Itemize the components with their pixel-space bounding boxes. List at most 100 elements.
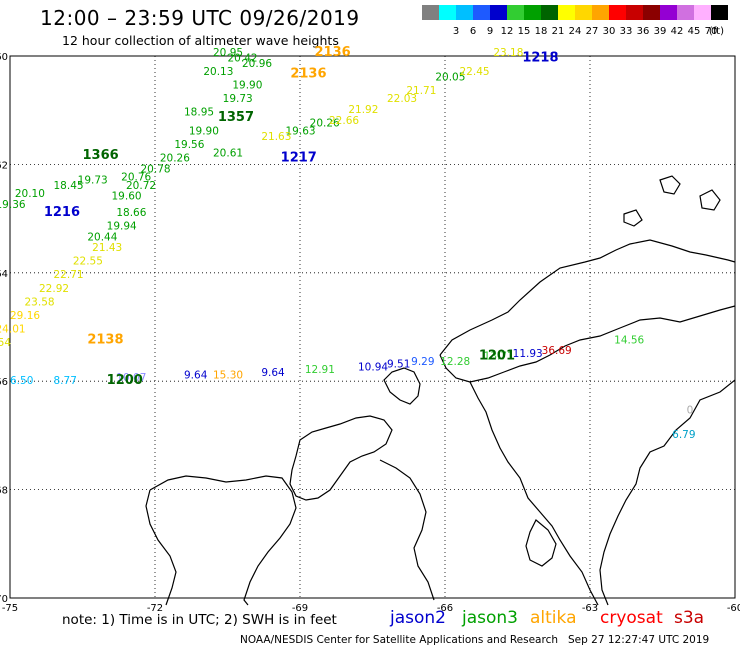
lon-tick-label: -66 (437, 603, 453, 614)
colorbar-swatch (456, 5, 473, 20)
colorbar-swatch (422, 5, 439, 20)
wave-height-value: 22.66 (329, 115, 359, 127)
wave-height-value: 21.43 (92, 242, 122, 254)
credit-timestamp: Sep 27 12:27:47 UTC 2019 (568, 634, 710, 646)
colorbar-legend: 3 6 9 12 15 18 21 24 27 30 33 36 39 42 45 70(ft) (422, 5, 728, 37)
colorbar-tick-label: 42 (671, 26, 684, 37)
wave-height-value: 12.28 (440, 356, 470, 368)
colorbar-tick-label: 15 (518, 26, 531, 37)
wave-height-value: 0 (687, 405, 694, 417)
pass-time-label: 1201 (479, 349, 515, 364)
wave-height-value: 21.54 (0, 337, 11, 349)
wave-height-value: 22.03 (387, 93, 417, 105)
colorbar-tick-label: 39 (654, 26, 667, 37)
wave-height-value: 19.63 (286, 126, 316, 138)
colorbar-tick-label: 45 (688, 26, 701, 37)
pass-time-label: 1200 (107, 373, 143, 388)
wave-height-value: 20.13 (203, 66, 233, 78)
colorbar-tick-label: 70 (705, 26, 718, 37)
wave-height-value: 20.78 (141, 164, 171, 176)
wave-height-value: 20.10 (15, 188, 45, 200)
wave-height-value: 22.92 (39, 283, 69, 295)
colorbar-tick-label: 12 (501, 26, 514, 37)
colorbar-swatch (507, 5, 524, 20)
wave-height-value: 11.93 (513, 348, 543, 360)
wave-height-value: 20.26 (310, 117, 340, 129)
wave-height-value: 20.44 (87, 231, 117, 243)
pass-time-label: 1357 (218, 110, 254, 125)
colorbar-swatch (439, 5, 456, 20)
legend-jason2: jason2 (390, 608, 446, 628)
wave-height-value: 9.29 (411, 356, 434, 368)
wave-height-value: 20.95 (213, 47, 243, 59)
pass-time-label: 1217 (281, 151, 317, 166)
colorbar-swatch (592, 5, 609, 20)
coastline (145, 175, 736, 606)
colorbar-swatch (609, 5, 626, 20)
colorbar-swatch (541, 5, 558, 20)
map-subtitle: 12 hour collection of altimeter wave hei… (62, 33, 339, 48)
wave-height-value: 21.63 (261, 131, 291, 143)
wave-height-value: 23.58 (25, 296, 55, 308)
wave-height-value: 19.36 (0, 199, 26, 211)
wave-height-value: 18.66 (116, 207, 146, 219)
lat-tick-label: -64 (0, 269, 8, 280)
wave-height-value: 20.26 (160, 153, 190, 165)
map-title: 12:00 – 23:59 UTC 09/26/2019 (40, 6, 360, 30)
legend-altika: altika (530, 608, 577, 628)
credit-org: NOAA/NESDIS Center for Satellite Applica… (240, 634, 558, 646)
lat-tick-label: -66 (0, 377, 8, 388)
wave-height-value: 20.05 (435, 71, 465, 83)
legend-jason3: jason3 (462, 608, 518, 628)
colorbar-tick-label: 6 (470, 26, 476, 37)
pass-time-label: 1366 (83, 148, 119, 163)
colorbar-swatch (660, 5, 677, 20)
pass-time-label: 2136 (315, 45, 351, 60)
lon-tick-label: -72 (147, 603, 163, 614)
wave-height-value: 8.77 (54, 375, 77, 387)
legend-cryosat: cryosat (600, 608, 663, 628)
wave-height-labels: 20.9520.4220.9620.1319.9019.7318.9519.90… (0, 45, 696, 441)
colorbar-tick-label: 9 (487, 26, 493, 37)
credit-line: NOAA/NESDIS Center for Satellite Applica… (240, 634, 709, 646)
wave-height-value: 20.76 (121, 172, 151, 184)
colorbar-unit: (ft) (709, 26, 724, 37)
wave-height-value: 19.60 (112, 191, 142, 203)
lat-tick-label: -62 (0, 160, 8, 171)
map-frame (9, 55, 736, 599)
pass-time-label: 2136 (290, 67, 326, 82)
wave-height-value: 19.90 (189, 126, 219, 138)
colorbar-tick-label: 27 (586, 26, 599, 37)
colorbar-swatch (626, 5, 643, 20)
colorbar-swatch (711, 5, 728, 20)
wave-height-value: 9.64 (184, 369, 208, 381)
wave-height-value: 24.01 (0, 323, 26, 335)
colorbar-swatch (490, 5, 507, 20)
map-axes: -75 -72 -69 -66 -63 -60 -60 -62 -64 -66 -68 -70 (0, 52, 740, 614)
wave-height-value: 13.71 (484, 351, 514, 363)
wave-height-value: 21.92 (348, 104, 378, 116)
wave-height-value: 19.73 (78, 174, 108, 186)
colorbar-tick-label: 33 (620, 26, 633, 37)
wave-height-value: 22.55 (73, 256, 103, 268)
wave-height-value: 19.90 (232, 80, 262, 92)
lon-tick-label: -63 (582, 603, 598, 614)
wave-height-value: 6.79 (672, 429, 695, 441)
colorbar-swatch (558, 5, 575, 20)
lon-tick-label: -69 (292, 603, 308, 614)
wave-height-value: 19.56 (174, 139, 204, 151)
lat-tick-label: -68 (0, 486, 8, 497)
lat-tick-label: -70 (0, 594, 8, 605)
wave-height-value: 15.30 (213, 369, 243, 381)
colorbar-tick-label: 36 (637, 26, 650, 37)
lon-tick-label: -60 (727, 603, 740, 614)
wave-height-value: 6.50 (10, 375, 33, 387)
wave-height-value: 9.51 (387, 359, 410, 371)
colorbar-tick-label: 3 (453, 26, 459, 37)
lon-tick-label: -75 (2, 603, 18, 614)
wave-height-value: 18.95 (184, 107, 214, 119)
colorbar-swatch (677, 5, 694, 20)
wave-height-value: 10.94 (358, 361, 388, 373)
wave-height-value: 21.71 (406, 85, 436, 97)
